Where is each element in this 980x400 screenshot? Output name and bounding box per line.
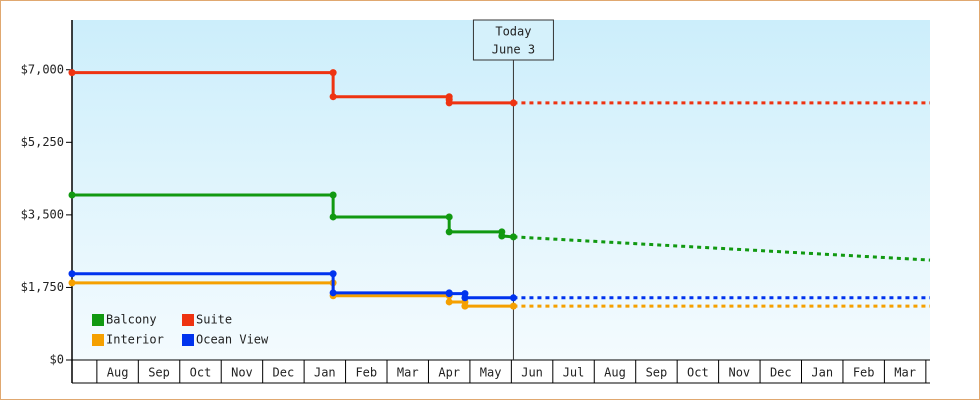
y-tick-label: $3,500 [21, 207, 64, 221]
price-point [509, 294, 517, 302]
x-tick-label: Dec [273, 366, 295, 380]
y-tick-label: $1,750 [21, 280, 64, 294]
x-tick-label: Nov [728, 366, 750, 380]
price-point [68, 69, 76, 77]
today-label: June 3 [492, 43, 535, 57]
x-tick-label: Feb [355, 366, 377, 380]
price-point [329, 289, 337, 297]
x-tick-label: Jul [563, 366, 585, 380]
price-point [445, 228, 453, 236]
x-axis-band [72, 360, 930, 383]
price-point [445, 99, 453, 107]
projection-line [513, 235, 931, 262]
price-point [509, 233, 517, 241]
x-tick-label: May [480, 366, 502, 380]
y-tick-label: $5,250 [21, 135, 64, 149]
price-point [68, 191, 76, 199]
y-tick-label: $0 [50, 353, 64, 367]
x-tick-label: Oct [687, 366, 709, 380]
x-tick-label: Mar [894, 366, 916, 380]
price-point [445, 290, 453, 298]
price-point [329, 69, 337, 77]
x-tick-label: Mar [397, 366, 419, 380]
legend-swatch [92, 314, 104, 326]
price-point [329, 270, 337, 278]
x-tick-label: Apr [438, 366, 460, 380]
price-point [329, 93, 337, 101]
x-tick-label: Jun [521, 366, 543, 380]
legend-label: Suite [196, 313, 232, 327]
x-tick-label: Nov [231, 366, 253, 380]
x-tick-label: Jan [314, 366, 336, 380]
price-point [509, 302, 517, 310]
legend-label: Interior [106, 333, 164, 347]
price-point [461, 294, 469, 302]
x-tick-label: Aug [604, 366, 626, 380]
x-tick-label: Dec [770, 366, 792, 380]
x-tick-label: Sep [646, 366, 668, 380]
today-box [472, 19, 554, 61]
price-point [445, 213, 453, 221]
today-label: Today [495, 25, 531, 39]
plot-area [72, 20, 930, 360]
x-tick-label: Sep [148, 366, 170, 380]
price-point [329, 191, 337, 199]
legend-label: Balcony [106, 313, 157, 327]
legend-swatch [92, 334, 104, 346]
legend-swatch [182, 334, 194, 346]
x-tick-label: Feb [853, 366, 875, 380]
y-tick-label: $7,000 [21, 62, 64, 76]
x-tick-label: Aug [107, 366, 129, 380]
price-point [498, 232, 506, 240]
x-tick-label: Jan [811, 366, 833, 380]
price-point [509, 99, 517, 107]
legend-label: Ocean View [196, 333, 269, 347]
price-point [461, 302, 469, 310]
price-point [68, 279, 76, 287]
price-point [445, 298, 453, 306]
price-point [68, 270, 76, 278]
legend-swatch [182, 314, 194, 326]
x-tick-label: Oct [190, 366, 212, 380]
price-point [329, 213, 337, 221]
